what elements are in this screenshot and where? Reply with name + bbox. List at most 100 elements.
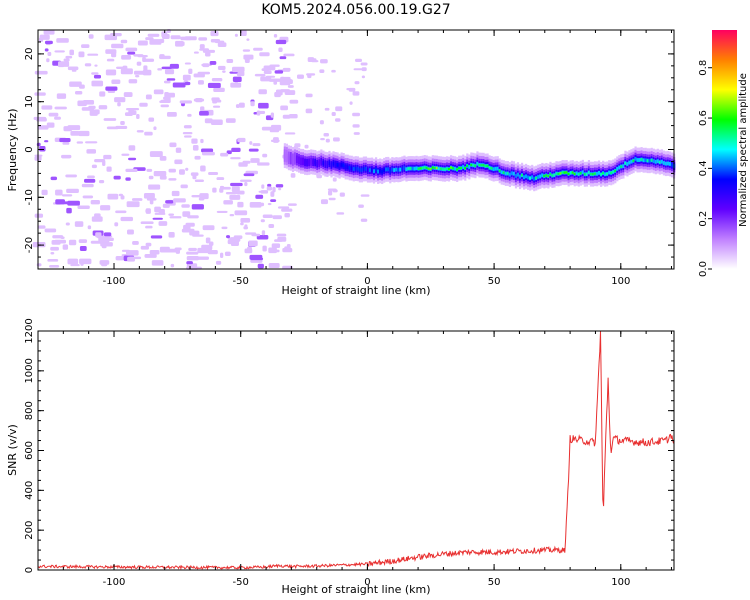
- spectrogram-cell: [331, 69, 336, 73]
- spectrogram-cell: [160, 104, 169, 108]
- spectrogram-cell: [172, 82, 186, 88]
- spectrogram-cell: [120, 68, 133, 75]
- spectrogram-cell: [280, 105, 288, 111]
- spectrogram-cell: [328, 190, 333, 196]
- spectrogram-cell: [213, 87, 225, 92]
- spectrogram-cell: [168, 168, 176, 173]
- spectrogram-cell: [90, 200, 100, 205]
- spectrogram-cell: [82, 195, 94, 199]
- snr-y-label: SNR (v/v): [6, 424, 19, 476]
- spectrogram-cell: [128, 157, 137, 161]
- spectrogram-cell: [175, 147, 182, 153]
- spectrogram-cell: [103, 232, 112, 237]
- spectrogram-cell: [282, 114, 291, 119]
- spectrogram-cell: [66, 188, 79, 194]
- spectrogram-cell: [268, 223, 275, 228]
- spectrogram-cell: [226, 235, 231, 239]
- spectrogram-ridge-cell: [354, 166, 357, 171]
- spectrogram-cell: [230, 82, 242, 88]
- spectrogram-cell: [202, 63, 210, 68]
- spectrogram-ridge-cell: [283, 153, 286, 158]
- spectrogram-cell: [67, 66, 79, 71]
- spectrogram-cell: [79, 84, 85, 89]
- spectrogram-cell: [325, 138, 330, 143]
- spectrogram-ridge-peak: [450, 166, 453, 169]
- spectrogram-cell: [120, 216, 134, 222]
- spectrogram-ridge-cell: [630, 159, 633, 164]
- spectrogram-ridge-peak: [553, 173, 556, 177]
- spectrogram-ridge-peak: [488, 166, 491, 169]
- spectrogram-cell: [191, 204, 204, 210]
- spectrogram-ridge-peak: [658, 160, 661, 164]
- spectrogram-cell: [120, 121, 125, 125]
- spectrogram-ridge-peak: [464, 167, 467, 170]
- spectrogram-cell: [68, 239, 77, 246]
- snr-y-ticks: 0 200 400 600 800 1000 1200: [24, 318, 674, 573]
- spectrogram-cell: [91, 80, 104, 87]
- spectrogram-ridge-peak: [559, 172, 562, 175]
- spectrogram-cell: [241, 30, 247, 36]
- spectrogram-cell: [256, 110, 261, 116]
- spectrogram-cell: [168, 232, 175, 238]
- spectrogram-ridge-peak: [429, 167, 432, 171]
- spectrogram-ridge-cell: [375, 167, 378, 172]
- spectrogram-cell: [62, 244, 69, 250]
- spectrogram-cell: [258, 89, 267, 95]
- spectrogram-cell: [226, 59, 234, 63]
- spectrogram-ridge-cell: [326, 162, 329, 167]
- snr-panel: -100 -50 0 50 100 0 200 400 600 800 1000 1200 Heig…: [6, 318, 675, 596]
- spectrogram-y-ticks: -20 -10 0 10 20: [24, 29, 674, 270]
- spectrogram-cell: [131, 110, 137, 116]
- spectrogram-cell: [262, 214, 273, 219]
- spectrogram-cell: [195, 97, 203, 103]
- x-tick-label: 100: [611, 276, 630, 287]
- spectrogram-cell: [44, 48, 49, 52]
- y-tick-label: -20: [24, 237, 35, 253]
- spectrogram-cell: [273, 80, 278, 85]
- spectrogram-cell: [225, 118, 236, 123]
- spectrogram-ridge-cell: [368, 168, 372, 173]
- spectrogram-cell: [34, 92, 46, 96]
- spectrogram-ridge-cell: [628, 160, 631, 165]
- spectrogram-cell: [71, 69, 77, 72]
- spectrogram-cell: [182, 74, 191, 81]
- spectrogram-cell: [212, 105, 221, 108]
- spectrogram-cell: [272, 186, 276, 193]
- spectrogram-cell: [277, 206, 290, 209]
- spectrogram-cell: [114, 97, 126, 103]
- spectrogram-cell: [52, 235, 64, 239]
- spectrogram-cell: [120, 39, 128, 44]
- spectrogram-cell: [74, 221, 84, 227]
- spectrogram-cell: [331, 112, 336, 116]
- spectrogram-ridge-peak: [563, 171, 566, 174]
- spectrogram-ridge-cell: [575, 171, 578, 176]
- spectrogram-ridge-cell: [312, 160, 315, 165]
- spectrogram-ridge-peak: [529, 176, 532, 180]
- spectrogram-cell: [217, 42, 227, 48]
- spectrogram-cell: [91, 216, 103, 222]
- spectrogram-cell: [37, 225, 46, 229]
- spectrogram-cell: [84, 178, 96, 183]
- spectrogram-ridge-peak: [650, 159, 653, 162]
- spectrogram-cell: [270, 124, 282, 131]
- spectrogram-cell: [137, 40, 148, 46]
- spectrogram-cell: [284, 90, 296, 96]
- spectrogram-cell: [59, 138, 71, 143]
- spectrogram-cell: [95, 232, 102, 238]
- spectrogram-ridge-cell: [662, 161, 666, 165]
- spectrogram-cell: [257, 263, 264, 269]
- spectrogram-ridge-peak: [567, 172, 570, 176]
- spectrogram-cell: [223, 200, 233, 205]
- spectrogram-cell: [142, 56, 146, 62]
- spectrogram-cell: [77, 100, 87, 107]
- colorbar-gradient: [712, 30, 737, 269]
- spectrogram-ridge-cell: [636, 158, 639, 162]
- spectrogram-cell: [111, 43, 124, 49]
- spectrogram-cell: [78, 130, 90, 137]
- spectrogram-cell: [236, 71, 245, 77]
- spectrogram-ridge-peak: [486, 164, 489, 168]
- spectrogram-ridge-cell: [581, 170, 584, 175]
- y-tick-label: -10: [24, 189, 35, 205]
- spectrogram-ridge-cell: [356, 166, 359, 171]
- spectrogram-cell: [254, 73, 266, 77]
